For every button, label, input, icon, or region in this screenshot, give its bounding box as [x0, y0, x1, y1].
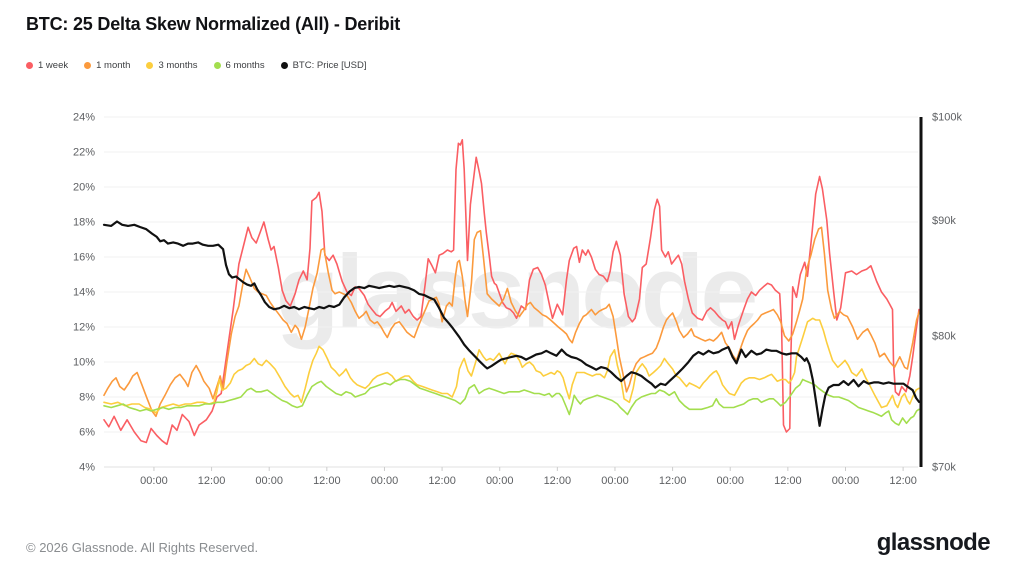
x-tick-label: 12:00 [659, 475, 687, 487]
series-dot-icon [280, 62, 288, 69]
x-tick-label: 00:00 [716, 475, 744, 487]
y-left-tick-label: 14% [73, 287, 95, 299]
right-axis-bar [919, 117, 923, 467]
x-tick-label: 00:00 [255, 475, 283, 487]
x-tick-label: 12:00 [774, 475, 802, 487]
x-tick-label: 00:00 [140, 475, 168, 487]
x-tick-label: 00:00 [486, 475, 514, 487]
legend-label: 3 months [158, 60, 198, 71]
y-right-tick-label: $100k [932, 112, 962, 124]
y-left-tick-label: 20% [73, 182, 95, 194]
x-tick-label: 12:00 [313, 475, 341, 487]
x-tick-label: 12:00 [889, 475, 917, 487]
series-dot-icon [213, 62, 221, 69]
legend-item-6-months[interactable]: 6 months [213, 60, 265, 71]
legend: 1 week 1 month 3 months 6 months BTC: Pr… [26, 60, 367, 71]
series-dot-icon [146, 62, 154, 69]
x-tick-label: 12:00 [428, 475, 456, 487]
series-dot-icon [84, 62, 92, 69]
y-left-tick-label: 4% [79, 462, 95, 474]
legend-label: 6 months [225, 60, 265, 71]
series-dot-icon [26, 62, 33, 69]
y-left-tick-label: 22% [73, 147, 95, 159]
copyright-text: © 2026 Glassnode. All Rights Reserved. [26, 540, 259, 555]
y-right-tick-label: $90k [932, 215, 956, 227]
y-left-tick-label: 10% [73, 357, 95, 369]
y-left-tick-label: 18% [73, 217, 95, 229]
legend-label: 1 month [96, 60, 131, 71]
series-line-btc-price-usd [102, 220, 921, 427]
legend-label: BTC: Price [USD] [292, 60, 367, 71]
x-tick-label: 00:00 [371, 475, 399, 487]
y-left-tick-label: 6% [79, 427, 95, 439]
glassnode-logo[interactable]: glassnode [876, 529, 991, 556]
y-left-tick-label: 24% [73, 112, 95, 124]
y-right-tick-label: $70k [932, 462, 956, 474]
y-left-tick-label: 16% [73, 252, 95, 264]
x-tick-label: 00:00 [832, 475, 860, 487]
series-line-3-months [103, 317, 920, 414]
series-line-1-week [103, 139, 920, 446]
x-tick-label: 00:00 [601, 475, 629, 487]
legend-item-btc-price[interactable]: BTC: Price [USD] [280, 60, 367, 71]
x-tick-label: 12:00 [198, 475, 226, 487]
x-tick-label: 12:00 [544, 475, 572, 487]
y-left-tick-label: 8% [79, 392, 95, 404]
y-left-tick-label: 12% [73, 322, 95, 334]
y-right-tick-label: $80k [932, 330, 956, 342]
page-title: BTC: 25 Delta Skew Normalized (All) - De… [26, 14, 401, 34]
series-line-6-months [103, 378, 920, 426]
legend-item-1-week[interactable]: 1 week [26, 60, 68, 71]
legend-item-1-month[interactable]: 1 month [84, 60, 130, 71]
legend-item-3-months[interactable]: 3 months [146, 60, 198, 71]
legend-label: 1 week [38, 60, 69, 71]
